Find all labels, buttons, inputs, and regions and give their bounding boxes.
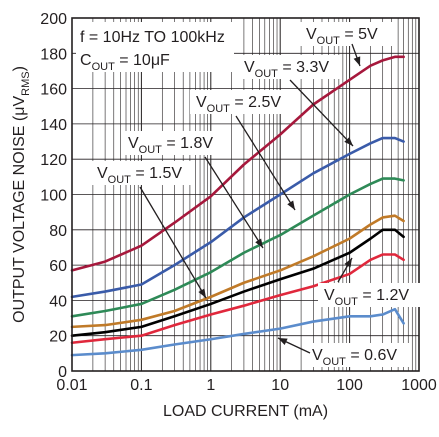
annotation-bg: [238, 55, 342, 79]
series-line-5V: [70, 55, 405, 272]
axis-titles: LOAD CURRENT (mA) OUTPUT VOLTAGE NOISE (μ…: [11, 66, 328, 420]
annotation-label: VOUT = 3.3V: [244, 59, 329, 80]
annotation-label-sub: OUT: [108, 174, 132, 186]
annotation-label-sub: OUT: [207, 103, 231, 115]
annotation-label: VOUT = 1.8V: [128, 135, 213, 156]
annotation-label-sub: OUT: [335, 296, 359, 308]
series-line-1-8V: [70, 214, 405, 329]
annotation-arrowhead-icon: [287, 200, 295, 210]
annotation-arrow-line: [289, 79, 354, 147]
annotation-label-tail: = 0.6V: [346, 347, 397, 364]
series-line-2-5V: [70, 177, 405, 318]
x-tick-label: 10: [271, 377, 289, 394]
annotation-label: VOUT = 5V: [306, 26, 378, 47]
annotation-label-main: V: [97, 165, 108, 182]
annotation-arrowhead-icon: [255, 238, 263, 248]
conditions-frequency: f = 10Hz TO 100kHz: [80, 29, 225, 46]
annotation-arrowhead-icon: [344, 258, 352, 268]
x-tick-label: 0.01: [56, 377, 87, 394]
conditions-box-bg: [76, 22, 234, 72]
conditions-cout-sub: OUT: [92, 61, 116, 73]
y-tick-label: 200: [40, 11, 67, 28]
annotation-label-tail: = 1.2V: [358, 287, 409, 304]
annotation-arrowhead-icon: [198, 288, 206, 298]
series-line-1-5V: [70, 228, 405, 338]
y-axis-title-main: OUTPUT VOLTAGE NOISE (μV: [11, 96, 28, 323]
y-axis-title: OUTPUT VOLTAGE NOISE (μVRMS): [11, 66, 32, 323]
y-axis-title-sub: RMS: [20, 71, 32, 95]
conditions-cout-tail: = 10μF: [115, 52, 170, 69]
annotation-label: VOUT = 2.5V: [196, 94, 281, 115]
y-tick-label: 60: [49, 258, 67, 275]
annotation-label-main: V: [196, 94, 207, 111]
annotation-label-sub: OUT: [139, 144, 163, 156]
plot-border: [71, 17, 420, 372]
y-tick-label: 160: [40, 82, 67, 99]
y-tick-label: 20: [49, 329, 67, 346]
y-tick-label: 100: [40, 188, 67, 205]
conditions-cout-main: C: [80, 52, 92, 69]
series-lines: [70, 55, 405, 357]
annotation-label-tail: = 5V: [340, 26, 378, 43]
y-tick-label: 140: [40, 117, 67, 134]
annotation-arrow-line: [204, 156, 264, 249]
x-axis-title: LOAD CURRENT (mA): [163, 403, 328, 420]
annotation-label-sub: OUT: [317, 35, 341, 47]
tick-labels: 0.01 0.1 1 10 100 1000 0 20 40 60 80 100 120 140 160 18…: [40, 11, 437, 394]
annotation-label-tail: = 3.3V: [278, 59, 329, 76]
annotation-arrowhead-icon: [353, 56, 361, 66]
annotation-label: VOUT = 1.2V: [324, 287, 409, 308]
annotation-label-main: V: [128, 135, 139, 152]
annotation-arrow-line: [235, 115, 296, 211]
annotation-bg: [190, 90, 294, 114]
grid: [71, 17, 420, 372]
annotation-label-tail: = 1.5V: [131, 165, 182, 182]
y-tick-label: 80: [49, 223, 67, 240]
annotation-arrowhead-icon: [344, 137, 353, 146]
annotation-label-sub: OUT: [255, 68, 279, 80]
x-tick-label: 1: [206, 377, 215, 394]
conditions-frequency-main: f = 10Hz TO 100kHz: [80, 29, 225, 46]
annotation-label-main: V: [324, 287, 335, 304]
annotation-bg: [122, 131, 226, 155]
plot-frame: [71, 17, 420, 372]
series-line-3-3V: [70, 136, 405, 299]
annotation-label-tail: = 2.5V: [230, 94, 281, 111]
annotation-label-main: V: [244, 59, 255, 76]
y-tick-label: 180: [40, 46, 67, 63]
annotation-label: VOUT = 1.5V: [97, 165, 182, 186]
y-tick-label: 0: [58, 364, 67, 381]
annotation-bg: [91, 161, 195, 185]
annotation-bg: [300, 22, 392, 46]
annotation-arrow-line: [139, 186, 207, 299]
annotation-label-sub: OUT: [323, 356, 347, 368]
x-tick-label: 0.1: [130, 377, 152, 394]
x-tick-label: 1000: [401, 377, 437, 394]
y-tick-label: 40: [49, 293, 67, 310]
annotation-arrowhead-icon: [278, 338, 288, 345]
annotation-label-main: V: [312, 347, 323, 364]
annotation-label-tail: = 1.8V: [162, 135, 213, 152]
annotation-bg: [318, 283, 422, 307]
y-axis-title-close: ): [11, 66, 28, 71]
series-line-1-2V: [70, 253, 405, 345]
annotation-bg: [306, 343, 410, 367]
conditions-cout: COUT = 10μF: [80, 52, 170, 73]
annotation-label: VOUT = 0.6V: [312, 347, 397, 368]
x-tick-label: 100: [336, 377, 363, 394]
series-line-0-6V: [70, 307, 405, 357]
annotation-label-main: V: [306, 26, 317, 43]
y-tick-label: 120: [40, 152, 67, 169]
